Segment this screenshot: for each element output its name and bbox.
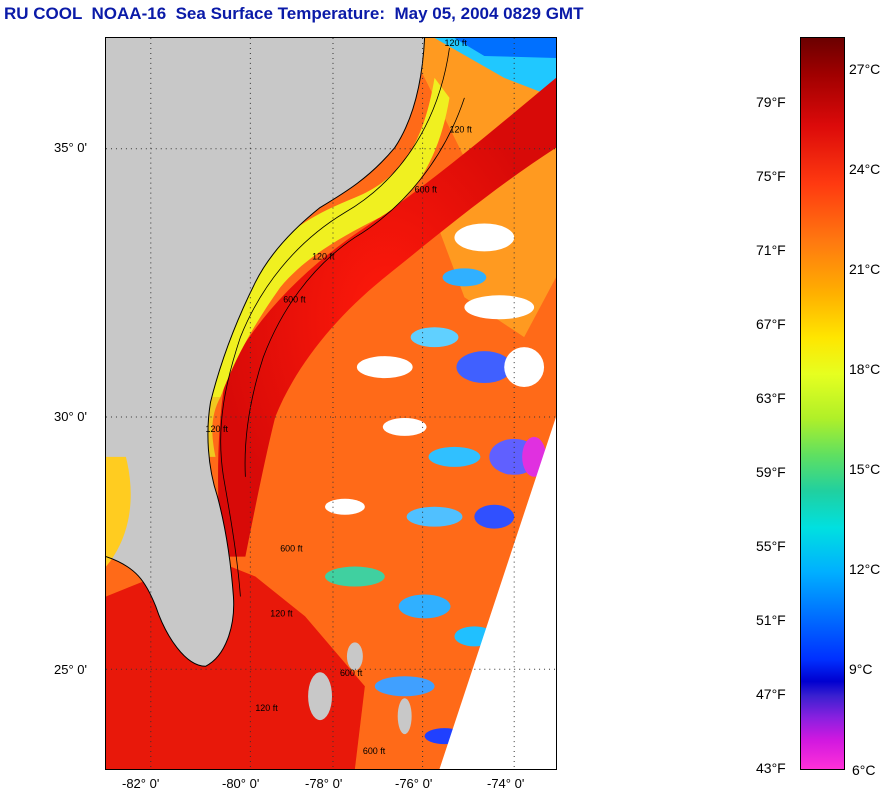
celsius-label: 15°C xyxy=(849,461,881,477)
contour-label: 600 ft xyxy=(280,544,303,554)
gulf-stream xyxy=(218,77,556,557)
lon-label-82: -82° 0' xyxy=(122,776,160,791)
contour-label: 600 ft xyxy=(340,668,363,678)
celsius-label: 21°C xyxy=(849,261,881,277)
contour-label: 120 ft xyxy=(255,703,278,713)
contour-label: 120 ft xyxy=(270,608,293,618)
fahrenheit-label: 63°F xyxy=(756,390,786,406)
temperature-colorbar xyxy=(800,37,845,770)
celsius-label: 12°C xyxy=(849,561,881,577)
fahrenheit-label: 75°F xyxy=(756,168,786,184)
graticule xyxy=(106,38,556,769)
contour-labels: 120 ft 120 ft 600 ft 120 ft 600 ft 120 f… xyxy=(206,38,473,756)
lon-label-80: -80° 0' xyxy=(222,776,260,791)
contour-120ft xyxy=(220,47,450,597)
celsius-label: 6°C xyxy=(852,762,876,778)
contour-label: 120 ft xyxy=(444,38,467,48)
lon-label-78: -78° 0' xyxy=(305,776,343,791)
coastal-shelf-water xyxy=(200,77,450,398)
contour-label: 120 ft xyxy=(206,424,229,434)
land-southeastern-us xyxy=(106,38,425,667)
lon-label-74: -74° 0' xyxy=(487,776,525,791)
contour-label: 600 ft xyxy=(283,294,306,304)
fahrenheit-label: 79°F xyxy=(756,94,786,110)
fahrenheit-label: 51°F xyxy=(756,612,786,628)
bahamas-islands xyxy=(308,642,412,735)
contour-label: 600 ft xyxy=(415,185,438,195)
lon-label-76: -76° 0' xyxy=(395,776,433,791)
page-title: RU COOL NOAA-16 Sea Surface Temperature:… xyxy=(4,4,584,23)
celsius-label: 18°C xyxy=(849,361,881,377)
sst-map-canvas: 120 ft 120 ft 600 ft 120 ft 600 ft 120 f… xyxy=(106,38,556,769)
lat-label-25: 25° 0' xyxy=(54,662,87,677)
contour-label: 600 ft xyxy=(363,746,386,756)
sst-map: 120 ft 120 ft 600 ft 120 ft 600 ft 120 f… xyxy=(105,37,557,770)
contour-label: 120 ft xyxy=(312,251,335,261)
fahrenheit-label: 71°F xyxy=(756,242,786,258)
coastline xyxy=(106,38,426,667)
cold-shelf-water-deep xyxy=(454,38,556,58)
celsius-label: 24°C xyxy=(849,161,881,177)
contour-label: 120 ft xyxy=(449,125,472,135)
gulf-coast-water xyxy=(106,456,131,567)
celsius-label: 9°C xyxy=(849,661,873,677)
lat-label-30: 30° 0' xyxy=(54,409,87,424)
fahrenheit-label: 59°F xyxy=(756,464,786,480)
fahrenheit-label: 43°F xyxy=(756,760,786,776)
fahrenheit-label: 55°F xyxy=(756,538,786,554)
fahrenheit-label: 47°F xyxy=(756,686,786,702)
celsius-label: 27°C xyxy=(849,61,881,77)
fahrenheit-label: 67°F xyxy=(756,316,786,332)
cloud-cover xyxy=(325,223,547,745)
contour-600ft xyxy=(244,97,465,477)
lat-label-35: 35° 0' xyxy=(54,140,87,155)
